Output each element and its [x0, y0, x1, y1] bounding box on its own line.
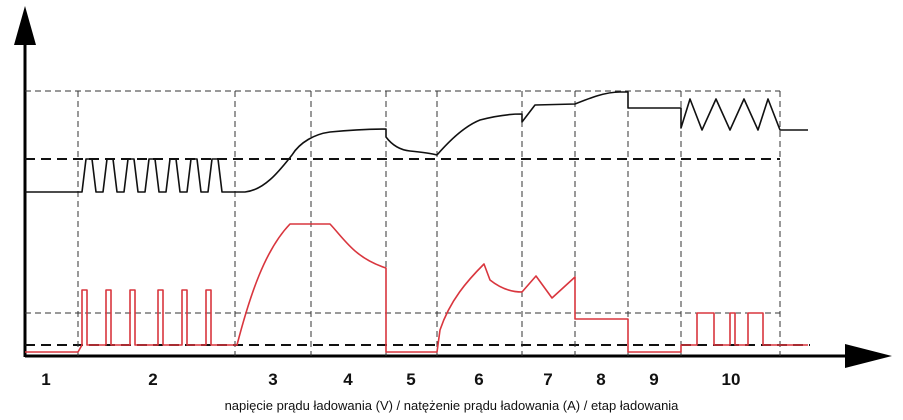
stage-label-9: 9 [649, 370, 658, 389]
stage-label-2: 2 [148, 370, 157, 389]
stage-separators [77, 91, 781, 356]
stage-label-5: 5 [406, 370, 415, 389]
stage-label-4: 4 [343, 370, 353, 389]
stage-labels: 1 2 3 4 5 6 7 8 9 10 [41, 370, 740, 389]
stage-label-10: 10 [722, 370, 741, 389]
stage-label-7: 7 [543, 370, 552, 389]
current-curve [25, 223, 808, 353]
diagram-caption: napięcie prądu ładowania (V) / natężenie… [224, 398, 679, 413]
horizontal-reference-lines [25, 90, 810, 346]
stage-label-8: 8 [596, 370, 605, 389]
voltage-curve [25, 91, 808, 193]
stage-label-6: 6 [474, 370, 483, 389]
stage-label-3: 3 [268, 370, 277, 389]
x-axis-arrow-icon [845, 344, 892, 368]
y-axis-arrow-icon [14, 6, 36, 45]
stage-label-1: 1 [41, 370, 50, 389]
